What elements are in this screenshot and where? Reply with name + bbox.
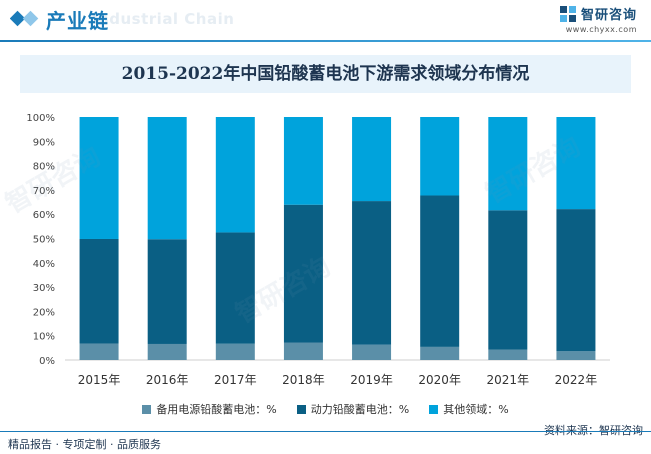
bar-segment-2 bbox=[283, 204, 323, 343]
bar-segment-2 bbox=[79, 238, 119, 344]
y-tick-label: 40% bbox=[33, 259, 55, 270]
chart-title: 2015-2022年中国铅酸蓄电池下游需求领域分布情况 bbox=[121, 64, 530, 84]
chart-area: 0% 10% 20% 30% 40% 50% 60% 70% 80% 90% 100% 2015年 20… bbox=[0, 100, 651, 400]
bar-segment-2 bbox=[420, 195, 460, 347]
x-tick-label: 2017年 bbox=[214, 373, 257, 387]
bar-segment-3 bbox=[147, 117, 187, 240]
bar-segment-1 bbox=[283, 342, 323, 360]
bar-segment-2 bbox=[147, 239, 187, 344]
bar-segment-2 bbox=[215, 232, 255, 344]
legend-item: 备用电源铅酸蓄电池：% bbox=[142, 401, 277, 417]
brand: 智研咨询 www.chyxx.com bbox=[559, 4, 637, 34]
bar-segment-1 bbox=[147, 343, 187, 360]
legend-item: 其他领域：% bbox=[429, 401, 509, 417]
chart-legend: 备用电源铅酸蓄电池：% 动力铅酸蓄电池：% 其他领域：% bbox=[0, 401, 651, 417]
x-tick-label: 2022年 bbox=[555, 373, 598, 387]
chart-title-box: 2015-2022年中国铅酸蓄电池下游需求领域分布情况 bbox=[20, 55, 631, 93]
bar-segment-1 bbox=[215, 343, 255, 360]
y-tick-label: 30% bbox=[33, 283, 55, 294]
legend-label: 备用电源铅酸蓄电池：% bbox=[156, 403, 277, 416]
x-tick-label: 2015年 bbox=[78, 373, 121, 387]
bar-segment-2 bbox=[352, 201, 392, 345]
stacked-bar-chart: 0% 10% 20% 30% 40% 50% 60% 70% 80% 90% 100% 2015年 20… bbox=[26, 113, 610, 387]
source-note: 资料来源：智研咨询 bbox=[544, 424, 643, 437]
bar-segment-3 bbox=[352, 117, 392, 202]
brand-logo-icon bbox=[559, 5, 576, 22]
y-tick-label: 80% bbox=[33, 162, 55, 173]
bar-segment-3 bbox=[283, 117, 323, 205]
legend-swatch bbox=[142, 404, 152, 414]
y-tick-label: 50% bbox=[33, 235, 55, 246]
bar-segment-2 bbox=[556, 209, 596, 352]
header-divider bbox=[0, 40, 651, 42]
legend-swatch bbox=[429, 404, 439, 414]
brand-url: www.chyxx.com bbox=[565, 25, 637, 34]
y-tick-label: 0% bbox=[39, 356, 55, 367]
footer-slogan: 精品报告 · 专项定制 · 品质服务 bbox=[8, 438, 161, 451]
header-bar: Industrial Chain 产业链 智研咨询 www.chyxx.com bbox=[0, 0, 651, 42]
y-tick-label: 60% bbox=[33, 210, 55, 221]
section-title: 产业链 bbox=[46, 9, 109, 33]
y-tick-label: 10% bbox=[33, 332, 55, 343]
y-tick-label: 70% bbox=[33, 186, 55, 197]
bar-segment-2 bbox=[488, 210, 528, 350]
brand-name: 智研咨询 bbox=[580, 8, 637, 23]
bar-segment-1 bbox=[556, 351, 596, 360]
x-tick-label: 2021年 bbox=[487, 373, 530, 387]
bar-segment-3 bbox=[556, 117, 596, 210]
legend-label: 动力铅酸蓄电池：% bbox=[310, 403, 410, 416]
bar-segment-3 bbox=[79, 117, 119, 239]
section-subtitle-en: Industrial Chain bbox=[92, 10, 235, 28]
bar-segment-1 bbox=[488, 349, 528, 360]
x-tick-label: 2016年 bbox=[146, 373, 189, 387]
x-tick-label: 2019年 bbox=[350, 373, 393, 387]
bar-segment-1 bbox=[79, 343, 119, 360]
legend-label: 其他领域：% bbox=[443, 403, 509, 416]
bar-segment-1 bbox=[352, 344, 392, 360]
diamond-icon bbox=[10, 10, 39, 27]
bar-segment-3 bbox=[215, 117, 255, 233]
x-tick-label: 2018年 bbox=[282, 373, 325, 387]
legend-swatch bbox=[296, 404, 306, 414]
x-tick-label: 2020年 bbox=[418, 373, 461, 387]
y-tick-label: 90% bbox=[33, 137, 55, 148]
bar-segment-3 bbox=[420, 117, 460, 196]
y-tick-label: 20% bbox=[33, 307, 55, 318]
y-tick-label: 100% bbox=[26, 113, 55, 124]
bar-segment-1 bbox=[420, 346, 460, 360]
footer-divider bbox=[0, 431, 651, 432]
legend-item: 动力铅酸蓄电池：% bbox=[296, 401, 410, 417]
bar-segment-3 bbox=[488, 117, 528, 211]
